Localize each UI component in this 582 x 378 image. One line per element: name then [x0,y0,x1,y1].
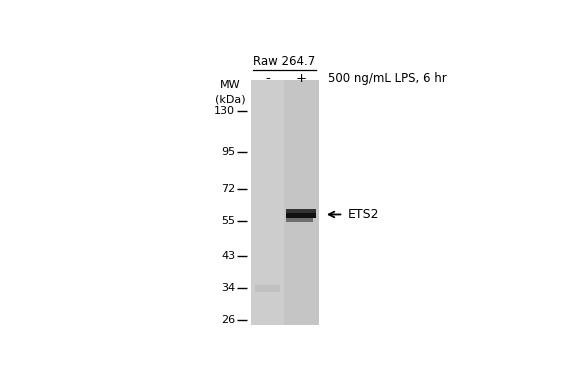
Text: 72: 72 [221,184,235,194]
Text: 26: 26 [221,315,235,325]
Text: ETS2: ETS2 [348,208,379,221]
Bar [284,80,318,325]
Text: 43: 43 [221,251,235,261]
Text: 130: 130 [214,106,235,116]
Bar [286,209,316,213]
Text: MW: MW [221,80,241,90]
Text: Raw 264.7: Raw 264.7 [253,55,315,68]
Text: 500 ng/mL LPS, 6 hr: 500 ng/mL LPS, 6 hr [328,72,446,85]
Text: 55: 55 [221,217,235,226]
Bar [286,218,313,222]
Text: +: + [296,72,307,85]
Bar [286,213,316,218]
Text: (kDa): (kDa) [215,94,246,104]
Bar [251,80,318,325]
Text: 34: 34 [221,284,235,293]
Bar [251,80,284,325]
Bar [255,285,280,292]
Text: 95: 95 [221,147,235,156]
Text: -: - [265,72,269,85]
